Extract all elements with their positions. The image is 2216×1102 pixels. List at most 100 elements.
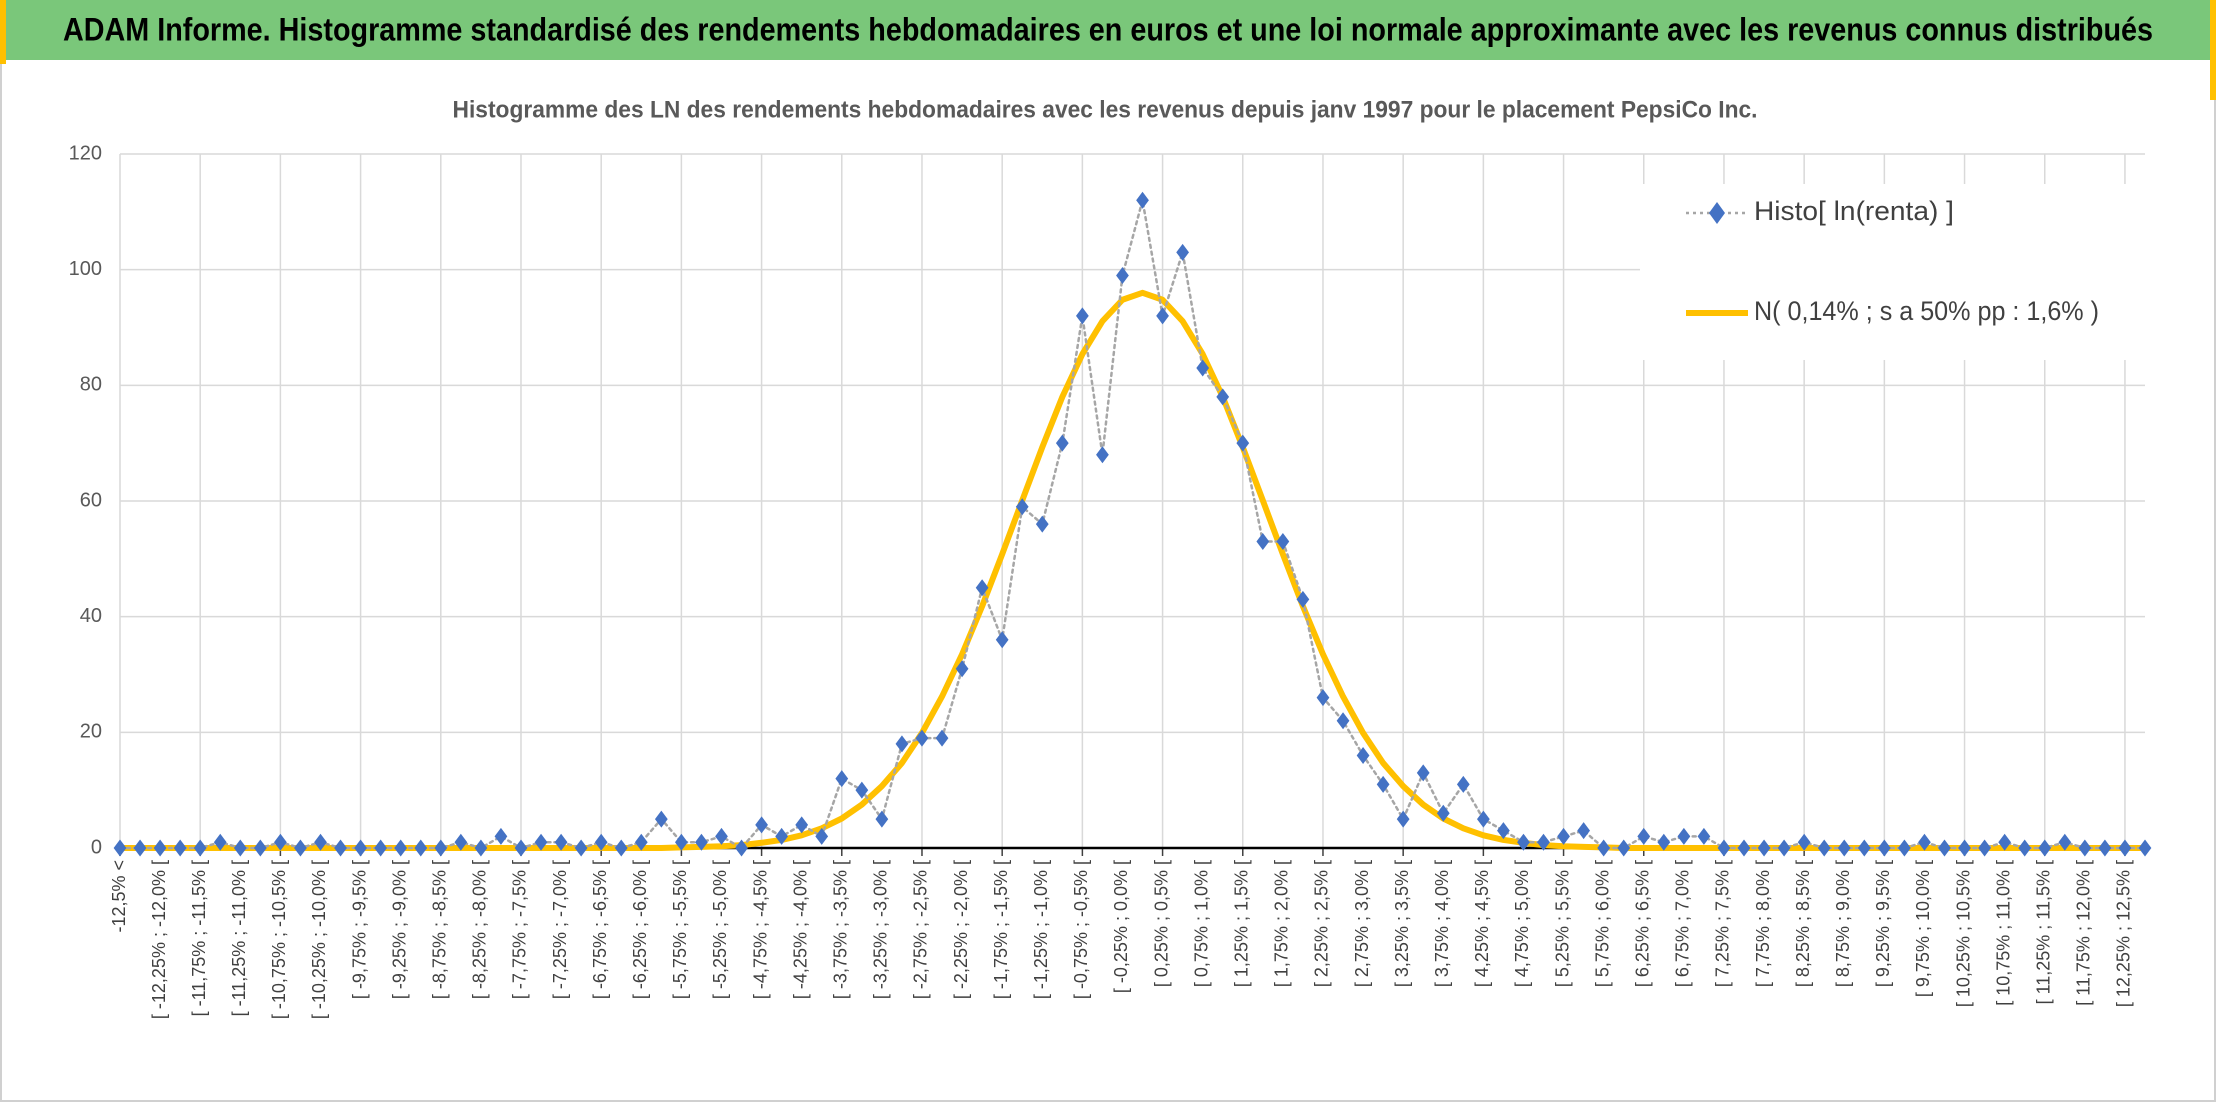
data-point: [414, 839, 428, 857]
data-point: [173, 839, 187, 857]
data-point: [1256, 532, 1270, 550]
data-point: [1376, 775, 1390, 793]
data-point: [1677, 827, 1691, 845]
y-tick-label: 100: [69, 258, 102, 280]
data-point: [2098, 839, 2112, 857]
y-tick-label: 120: [69, 142, 102, 164]
x-tick-label: [ -2,25% ; -2,0% [: [951, 860, 971, 999]
data-point: [514, 839, 528, 857]
data-point: [915, 729, 929, 747]
x-tick-label: [ -2,75% ; -2,5% [: [911, 860, 931, 999]
x-tick-label: [ -3,25% ; -3,0% [: [871, 860, 891, 999]
data-point: [1737, 839, 1751, 857]
x-tick-label: [ 4,75% ; 5,0% [: [1512, 860, 1532, 987]
x-tick-label: [ 5,75% ; 6,0% [: [1592, 860, 1612, 987]
x-tick-label: [ 10,75% ; 11,0% [: [1993, 860, 2013, 1006]
data-point: [1055, 434, 1069, 452]
data-point: [1637, 827, 1651, 845]
x-tick-label: [ 2,75% ; 3,0% [: [1352, 860, 1372, 987]
data-point: [1597, 839, 1611, 857]
data-point: [434, 839, 448, 857]
x-tick-label: [ 11,25% ; 11,5% [: [2034, 860, 2054, 1004]
data-point: [1035, 515, 1049, 533]
data-point: [855, 781, 869, 799]
data-point: [1998, 833, 2012, 851]
data-point: [755, 816, 768, 834]
data-point: [1456, 775, 1470, 793]
data-point: [715, 827, 728, 845]
data-point: [1938, 839, 1951, 857]
data-point: [233, 839, 247, 857]
data-point: [675, 833, 688, 851]
data-point: [1898, 839, 1911, 857]
data-point: [614, 839, 628, 857]
x-tick-label: [ 1,75% ; 2,0% [: [1272, 860, 1292, 987]
x-tick-label: [ 4,25% ; 4,5% [: [1472, 860, 1492, 987]
x-tick-label: [ 7,25% ; 7,5% [: [1713, 860, 1733, 987]
data-point: [2078, 839, 2092, 857]
y-tick-label: 0: [91, 836, 102, 858]
data-point: [2138, 839, 2152, 857]
data-point: [2038, 839, 2052, 857]
data-point: [1837, 839, 1851, 857]
series-line: [117, 289, 2148, 851]
x-tick-label: [ -10,75% ; -10,5% [: [269, 860, 289, 1019]
x-tick-label: [ -6,75% ; -6,5% [: [590, 860, 610, 999]
data-point: [1817, 839, 1831, 857]
x-tick-label: [ -11,75% ; -11,5% [: [189, 860, 209, 1016]
x-tick-label: [ 11,75% ; 12,0% [: [2074, 860, 2094, 1006]
data-point: [1757, 839, 1771, 857]
data-point: [274, 833, 287, 851]
data-point: [294, 839, 307, 857]
data-point: [594, 833, 608, 851]
x-tick-label: [ 8,25% ; 8,5% [: [1793, 860, 1813, 987]
data-point: [474, 839, 488, 857]
data-point: [775, 827, 789, 845]
x-tick-label: [ 2,25% ; 2,5% [: [1312, 860, 1332, 987]
data-point: [735, 839, 748, 857]
y-tick-label: 60: [80, 489, 102, 511]
data-point: [1136, 191, 1149, 209]
x-tick-label: [ -0,25% ; 0,0% [: [1111, 860, 1131, 993]
data-point: [975, 579, 989, 597]
data-point: [1076, 307, 1089, 325]
data-point: [1717, 839, 1731, 857]
data-point: [815, 827, 829, 845]
data-point: [1958, 839, 1971, 857]
x-tick-label: [ -0,75% ; -0,5% [: [1071, 860, 1091, 999]
x-tick-label: [ 0,25% ; 0,5% [: [1151, 860, 1171, 987]
header-title: ADAM Informe. Histogramme standardisé de…: [63, 11, 2153, 47]
data-point: [1196, 359, 1210, 377]
data-point: [895, 735, 909, 753]
x-tick-label: [ -8,25% ; -8,0% [: [470, 860, 490, 999]
data-point: [795, 816, 809, 834]
data-point: [394, 839, 408, 857]
data-point: [1416, 764, 1430, 782]
x-tick-label: [ -4,25% ; -4,0% [: [790, 860, 810, 999]
data-point: [2018, 839, 2032, 857]
x-tick-label: [ 8,75% ; 9,0% [: [1833, 860, 1853, 987]
data-point: [153, 839, 167, 857]
data-point: [1857, 839, 1871, 857]
x-tick-label: [ 1,25% ; 1,5% [: [1232, 860, 1252, 987]
x-tick-label: -12,5% <: [109, 860, 129, 933]
x-tick-label: [ 3,75% ; 4,0% [: [1432, 860, 1452, 987]
data-point: [354, 839, 367, 857]
data-point: [314, 833, 327, 851]
data-point: [1236, 434, 1250, 452]
data-point: [494, 827, 508, 845]
data-point: [253, 839, 267, 857]
data-point: [334, 839, 347, 857]
data-point: [1877, 839, 1891, 857]
data-point: [574, 839, 588, 857]
x-tick-label: [ -10,25% ; -10,0% [: [309, 860, 329, 1019]
x-tick-label: [ 7,75% ; 8,0% [: [1753, 860, 1773, 987]
data-point: [213, 833, 227, 851]
data-point: [193, 839, 207, 857]
data-point: [995, 631, 1009, 649]
data-point: [1978, 839, 1991, 857]
data-point: [695, 833, 708, 851]
data-point: [1176, 243, 1189, 261]
data-point: [113, 839, 127, 857]
